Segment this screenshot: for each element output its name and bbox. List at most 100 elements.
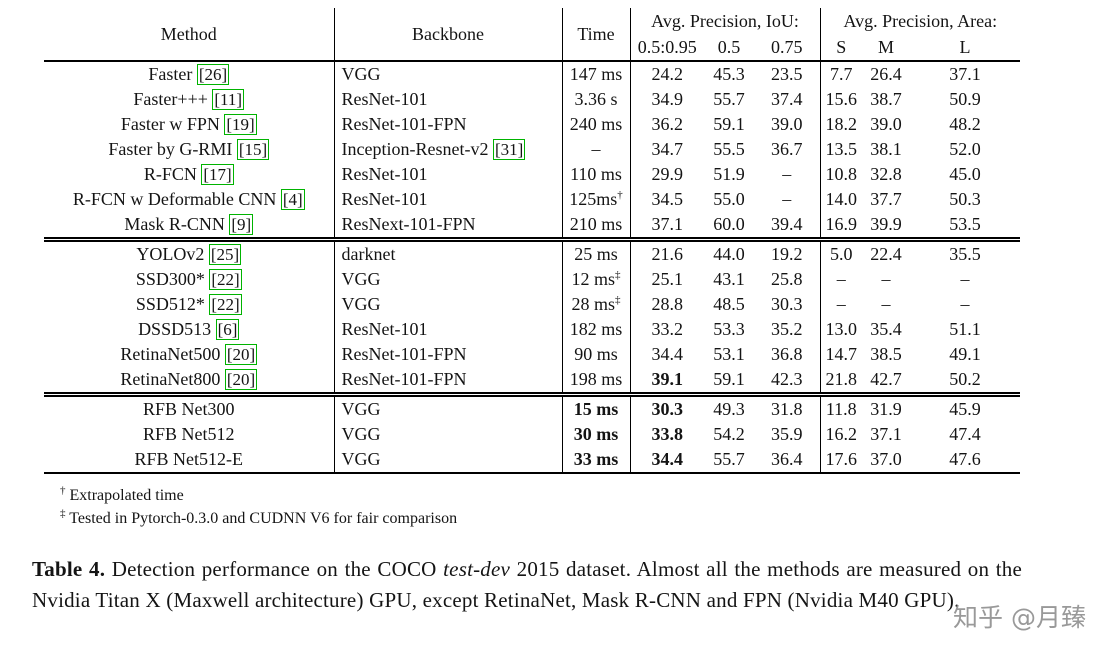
time-cell: 3.36 s [562,87,631,112]
time-cell: 90 ms [562,342,631,367]
citation-link[interactable]: [19] [224,114,257,135]
backbone-cell: ResNext-101-FPN [334,212,563,240]
time-cell: 15 ms [562,394,631,422]
ap-iou-cell: – [754,162,821,187]
ap-area-cell: 5.0 [830,244,853,264]
method-cell: DSSD513 [6] [44,317,335,342]
time-cell: 110 ms [562,162,631,187]
ap-iou-cell: 55.7 [713,449,745,469]
table-row: SSD512* [22] VGG 28 ms‡ 28.8 48.5 30.3– – – [44,292,1020,317]
ap-iou-cell: 60.0 [713,214,745,234]
ap-area-cell: 37.7 [870,189,902,209]
ap-iou-cell: 59.1 [713,114,745,134]
ap-area-cell: 11.8 [825,399,857,419]
ap-area-cell: 21.8 [825,369,858,389]
time-cell: 25 ms [562,239,631,267]
ap-iou-cell: 49.3 [713,399,745,419]
ap-iou-cell: 44.0 [713,244,745,264]
ap-iou-cell: 34.4 [651,449,684,469]
header-iou-05-095: 0.5:0.95 [637,36,697,57]
ap-iou-cell: 48.5 [713,294,745,314]
ap-area-cell: 53.5 [949,214,981,234]
backbone-cell: ResNet-101-FPN [334,367,563,395]
backbone-cell: VGG [334,447,563,473]
method-cell: R-FCN w Deformable CNN [4] [44,187,335,212]
ap-area-cell: 50.9 [949,89,981,109]
method-cell: Faster by G-RMI [15] [44,137,335,162]
backbone-cell: ResNet-101-FPN [334,342,563,367]
table-row: R-FCN w Deformable CNN [4] ResNet-101 125m… [44,187,1020,212]
citation-link[interactable]: [9] [229,214,254,235]
ap-area-cell: 45.9 [949,399,981,419]
backbone-cell: VGG [334,267,563,292]
ap-iou-cell: 31.8 [754,394,821,422]
ap-iou-cell: 59.1 [713,369,745,389]
citation-link[interactable]: [4] [280,189,305,210]
table-group-rfb-net: RFB Net300 VGG 15 ms 30.3 49.3 31.8 11.8 31.9 45… [44,394,1021,473]
backbone-cell: ResNet-101 [334,87,563,112]
table-row: RFB Net300 VGG 15 ms 30.3 49.3 31.8 11.8 31.9 45… [44,394,1020,422]
citation-link[interactable]: [6] [215,319,240,340]
header-subcolumn-row: 0.5:0.95 0.5 0.75 S M L [44,34,1020,61]
ap-iou-cell: 51.9 [713,164,745,184]
time-cell: 30 ms [562,422,631,447]
ap-iou-cell: 45.3 [713,64,745,84]
ap-area-cell: – [881,269,891,289]
time-footnote-marker: † [617,189,623,201]
table-row: SSD300* [22] VGG 12 ms‡ 25.1 43.1 25.8– – – [44,267,1020,292]
method-cell: Faster+++ [11] [44,87,335,112]
ap-iou-cell: 28.8 [651,294,684,314]
footnote-pytorch-test: ‡ Tested in Pytorch-0.3.0 and CUDNN V6 f… [60,507,1104,530]
method-cell: YOLOv2 [25] [44,239,335,267]
ap-iou-cell: 35.2 [754,317,821,342]
ap-area-cell: 39.9 [870,214,902,234]
ap-area-cell: 38.5 [870,344,902,364]
citation-link[interactable]: [26] [196,64,230,85]
ap-iou-cell: 33.2 [651,319,684,339]
time-cell: 182 ms [562,317,631,342]
table-row: YOLOv2 [25] darknet 25 ms 21.6 44.0 19.2 5.0 22… [44,239,1020,267]
results-table: Method Backbone Time Avg. Precision, IoU… [44,8,1021,474]
backbone-cell: VGG [334,422,563,447]
time-footnote-marker: ‡ [615,269,621,281]
footnote-text: Tested in Pytorch-0.3.0 and CUDNN V6 for… [69,510,458,528]
method-cell: RFB Net512-E [44,447,335,473]
ap-iou-cell: 53.1 [713,344,745,364]
backbone-cell: Inception-Resnet-v2 [31] [334,137,563,162]
citation-link[interactable]: [20] [224,369,258,390]
citation-link[interactable]: [11] [212,89,245,110]
citation-link[interactable]: [20] [224,344,258,365]
table-row: RFB Net512-E VGG 33 ms 34.4 55.7 36.4 17.6 37.0… [44,447,1020,473]
footnotes: † Extrapolated time ‡ Tested in Pytorch-… [60,484,1104,530]
method-cell: RFB Net512 [44,422,335,447]
table-row: RetinaNet800 [20] ResNet-101-FPN 198 ms 39.… [44,367,1020,395]
ap-iou-cell: 39.0 [754,112,821,137]
ap-iou-cell: 39.1 [651,369,684,389]
ap-area-cell: 16.2 [825,424,858,444]
citation-link[interactable]: [17] [201,164,234,185]
ap-iou-cell: – [754,187,821,212]
header-area-small: S [836,36,847,57]
citation-link[interactable]: [31] [492,139,526,160]
ap-iou-cell: 35.9 [754,422,821,447]
citation-link[interactable]: [25] [208,244,242,265]
method-cell: SSD300* [22] [44,267,335,292]
header-ap-iou-group: Avg. Precision, IoU: [630,8,821,34]
ap-area-cell: 37.0 [870,449,902,469]
ap-iou-cell: 23.5 [754,61,821,87]
footnote-text: Extrapolated time [69,487,184,504]
citation-link[interactable]: [22] [209,269,242,290]
backbone-cell: darknet [334,239,563,267]
ap-area-cell: 7.7 [830,64,853,84]
backbone-cell: ResNet-101 [334,187,563,212]
ap-iou-cell: 39.4 [754,212,821,240]
ap-area-cell: 35.5 [949,244,981,264]
ap-iou-cell: 36.4 [754,447,821,473]
method-cell: RetinaNet500 [20] [44,342,335,367]
ap-area-cell: 14.7 [825,344,858,364]
ap-area-cell: 32.8 [870,164,902,184]
ap-area-cell: 17.6 [825,449,858,469]
ap-area-cell: 35.4 [870,319,902,339]
citation-link[interactable]: [22] [209,294,242,315]
citation-link[interactable]: [15] [236,139,270,160]
